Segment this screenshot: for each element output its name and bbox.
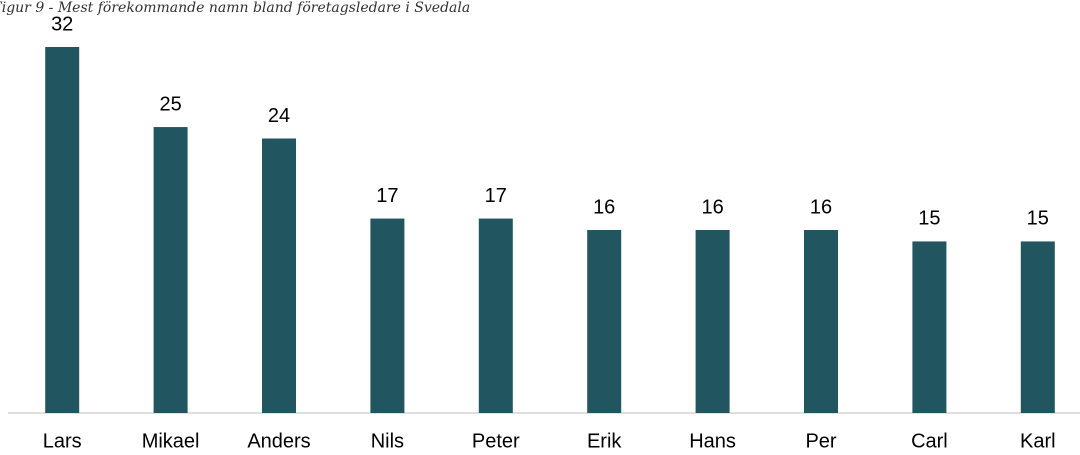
x-tick-label: Karl bbox=[1020, 430, 1056, 452]
data-label: 24 bbox=[268, 105, 290, 127]
bar bbox=[153, 127, 188, 413]
x-tick-label: Hans bbox=[689, 430, 736, 452]
data-label: 16 bbox=[701, 196, 723, 218]
x-tick-label: Erik bbox=[587, 430, 622, 452]
data-label: 15 bbox=[1027, 208, 1049, 230]
x-tick-label: Per bbox=[805, 430, 836, 452]
x-tick-label: Mikael bbox=[142, 430, 200, 452]
bar bbox=[1020, 241, 1055, 413]
bar bbox=[262, 138, 296, 413]
data-label: 17 bbox=[485, 185, 507, 207]
data-label: 16 bbox=[810, 196, 832, 218]
x-tick-label: Lars bbox=[43, 430, 82, 452]
x-tick-label: Peter bbox=[472, 430, 520, 452]
chart-title: Figur 9 - Mest förekommande namn bland f… bbox=[0, 0, 470, 16]
x-tick-label: Nils bbox=[371, 430, 404, 452]
data-label: 25 bbox=[159, 93, 181, 115]
x-tick-label: Anders bbox=[247, 430, 310, 452]
bar bbox=[804, 230, 838, 413]
data-label: 15 bbox=[918, 208, 940, 230]
x-tick-label: Carl bbox=[911, 430, 948, 452]
data-label: 16 bbox=[593, 196, 615, 218]
bar bbox=[695, 230, 730, 413]
bar bbox=[912, 241, 947, 413]
bar bbox=[478, 218, 513, 413]
data-label: 17 bbox=[376, 185, 398, 207]
data-label: 32 bbox=[51, 13, 73, 35]
bar bbox=[45, 47, 80, 413]
bar bbox=[587, 230, 622, 413]
bar bbox=[370, 218, 405, 413]
